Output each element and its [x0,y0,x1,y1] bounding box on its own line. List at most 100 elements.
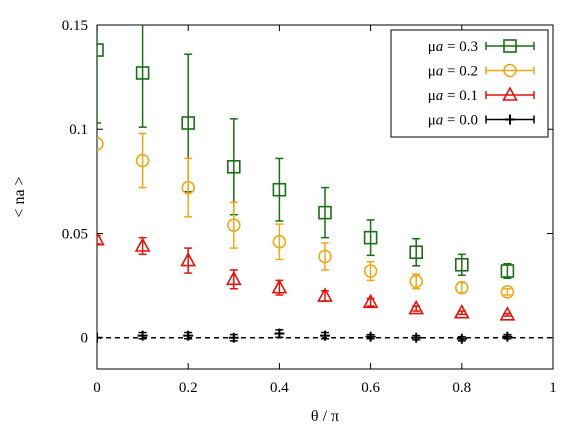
data-point [502,331,513,342]
point-marker [409,274,424,289]
point-marker [411,332,422,343]
series-layer [97,25,516,344]
legend-label-suffix: = 0.3 [443,39,478,55]
legend-label-suffix: = 0.2 [443,64,478,80]
data-point [318,242,332,271]
legend-label-prefix: μ [428,64,436,80]
point-marker [97,43,104,57]
point-marker [227,159,241,174]
y-tick-label: 0.15 [62,18,88,34]
legend-label: μa = 0.0 [428,113,478,129]
data-point [228,332,239,343]
data-point [97,137,104,151]
legend-label-prefix: μ [428,88,436,104]
legend-label-suffix: = 0.1 [443,88,478,104]
x-axis-label: θ / π [311,408,339,425]
point-marker [502,331,513,342]
point-marker [180,251,197,267]
legend-item-0: μa = 0.3 [428,39,535,55]
data-point [135,132,150,189]
point-marker [181,116,195,130]
data-point [500,285,515,299]
data-point [97,231,105,246]
legend-label-suffix: = 0.0 [443,113,478,129]
point-marker [272,235,287,249]
y-axis-ticks: 0 0.05 0.1 0.15 [62,18,553,347]
point-marker [135,66,150,80]
series-3 [97,328,513,344]
data-point [454,253,469,276]
data-point [274,328,285,339]
legend-label-italic: a [436,64,444,80]
point-marker [500,285,515,299]
x-tick-label: 0.4 [270,380,289,396]
x-tick-label: 0 [93,380,101,396]
data-point [408,299,425,315]
point-marker [134,237,151,252]
data-point [183,330,194,341]
legend-label: μa = 0.2 [428,64,478,80]
legend-marker [505,114,515,125]
point-marker [137,330,148,341]
point-marker [135,153,150,168]
y-tick-label: 0.05 [62,226,88,242]
legend-marker [503,63,517,78]
series-2 [97,231,516,321]
series-0 [97,25,515,280]
legend-label-italic: a [436,39,444,55]
point-marker [454,280,469,295]
point-marker [363,264,378,278]
point-marker [227,218,241,232]
data-point [411,332,422,343]
data-point [318,186,332,239]
data-point [365,331,376,342]
data-point [135,25,150,128]
point-marker [500,264,515,278]
legend-item-2: μa = 0.1 [428,86,535,104]
data-point [227,201,241,249]
point-marker [408,299,425,315]
point-marker [183,330,194,341]
point-marker [362,293,379,309]
legend-label-prefix: μ [428,39,436,55]
data-point [181,157,195,218]
point-marker [272,182,287,197]
point-marker [363,230,378,245]
point-marker [320,330,330,341]
point-marker [453,304,470,319]
x-tick-label: 0.6 [361,380,380,396]
axes [96,24,554,370]
series-1 [97,132,515,299]
legend: μa = 0.3μa = 0.2μa = 0.1μa = 0.0 [390,29,549,138]
point-marker [365,331,376,342]
data-point [271,279,288,296]
point-marker [274,328,285,339]
y-axis-label: < na > [11,176,28,217]
data-point [227,118,241,216]
point-marker [409,245,424,260]
data-point [317,287,333,302]
data-point [272,157,287,222]
point-marker [97,231,105,246]
data-point [499,306,516,321]
point-marker [454,257,469,272]
data-point [362,293,379,309]
y-tick-label: 0 [81,331,89,347]
point-marker [225,270,242,286]
point-marker [317,287,333,302]
x-tick-label: 0.8 [452,380,471,396]
legend-marker [503,39,517,53]
data-point [409,273,424,290]
data-point [500,262,515,280]
point-marker [318,205,332,220]
point-marker [271,279,288,294]
legend-label: μa = 0.3 [428,39,478,55]
data-point [363,260,378,282]
data-point [409,237,424,267]
data-point [453,304,470,319]
legend-label-prefix: μ [428,113,436,129]
legend-marker [502,86,518,101]
plot-frame [96,24,554,370]
data-point [363,219,378,257]
legend-label-italic: a [436,113,444,129]
